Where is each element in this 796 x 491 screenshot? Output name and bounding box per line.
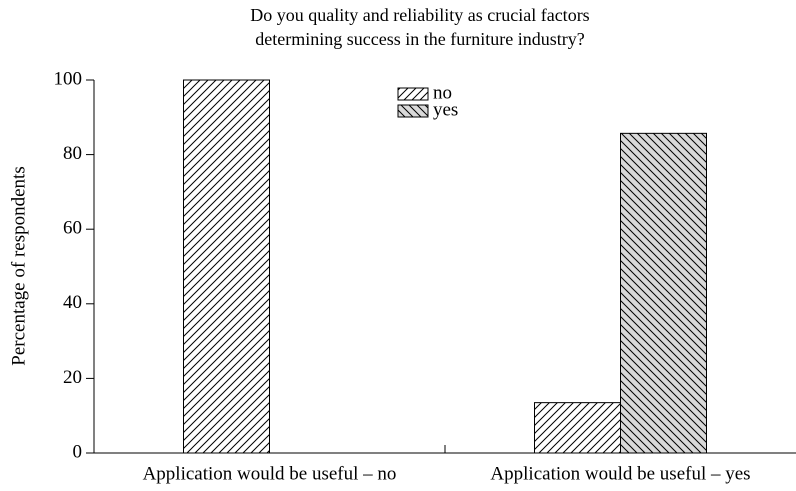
legend-label: no: [433, 82, 452, 103]
chart-title: Do you quality and reliability as crucia…: [250, 5, 589, 25]
y-tick-label: 20: [63, 367, 82, 388]
bar: [534, 402, 621, 454]
bar: [620, 132, 707, 454]
y-axis-label: Percentage of respondents: [8, 166, 29, 365]
y-tick-label: 60: [63, 218, 82, 239]
x-tick-label: Application would be useful – no: [143, 463, 397, 484]
chart-title: determining success in the furniture ind…: [255, 29, 584, 49]
y-tick-label: 80: [63, 143, 82, 164]
bar: [183, 79, 270, 454]
x-tick-label: Application would be useful – yes: [490, 463, 750, 484]
legend-swatch: [397, 87, 429, 101]
y-tick-label: 0: [73, 441, 83, 462]
legend-label: yes: [433, 99, 458, 120]
y-tick-label: 100: [54, 68, 83, 89]
legend-swatch: [397, 104, 429, 118]
y-tick-label: 40: [63, 292, 82, 313]
